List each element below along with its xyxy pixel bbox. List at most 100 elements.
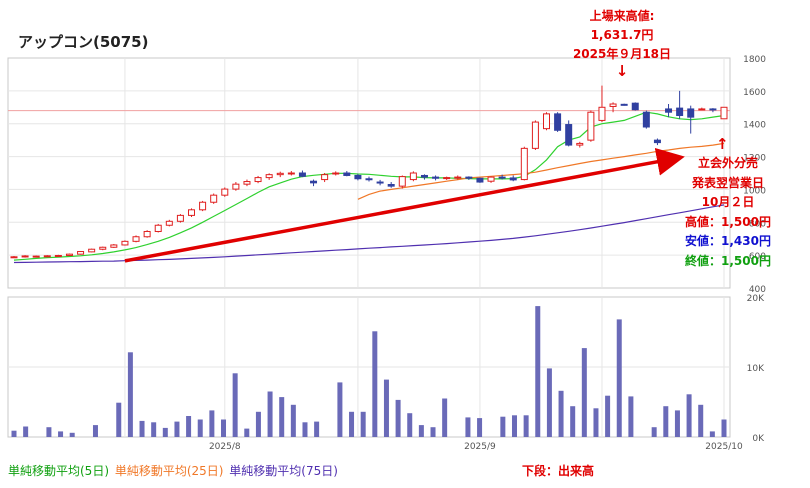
volume-bar <box>197 419 203 437</box>
candle <box>265 173 273 180</box>
candle-body <box>554 113 562 131</box>
volume-bar <box>174 421 180 437</box>
candle-body <box>642 111 650 128</box>
volume-bar <box>23 426 29 437</box>
candle-body <box>121 240 129 246</box>
candle-body <box>176 214 184 222</box>
candle <box>254 175 262 184</box>
candle <box>132 235 140 243</box>
candle <box>465 176 473 180</box>
candle <box>443 176 451 180</box>
candle-body <box>243 181 251 185</box>
volume-bar <box>11 430 17 437</box>
volume-bar <box>570 406 576 437</box>
candle-body <box>321 174 329 181</box>
volume-bar <box>349 411 355 437</box>
volume-bar <box>46 427 52 437</box>
volume-panel: 0K 10K 20K 2025/8 2025/9 2025/10 <box>7 294 765 452</box>
candle <box>653 138 661 146</box>
overlay <box>124 147 685 263</box>
earnings-line-3: 10月２日 <box>701 195 755 209</box>
legend-ma25: 単純移動平均(25日) <box>114 464 224 478</box>
candle <box>432 175 440 181</box>
candle-body <box>32 255 40 258</box>
candle <box>332 171 340 176</box>
candle-body <box>620 103 628 106</box>
volume-bar <box>651 427 657 437</box>
candle <box>598 85 606 123</box>
candle <box>665 104 673 118</box>
candle-body <box>88 248 96 253</box>
volume-bar <box>360 411 366 437</box>
candle <box>143 230 151 238</box>
candle-body <box>543 113 550 130</box>
candle <box>121 240 129 246</box>
candle-body <box>188 209 195 216</box>
earnings-line-2: 発表翌営業日 <box>691 175 764 190</box>
volume-bar <box>244 428 250 437</box>
price-tick-label: 600 <box>749 252 766 262</box>
candle <box>321 173 329 183</box>
candle-body <box>110 244 118 248</box>
candle <box>165 219 173 227</box>
volume-bar <box>442 398 448 437</box>
candle-body <box>165 220 173 226</box>
candle-body <box>365 178 373 181</box>
candle <box>420 174 428 180</box>
candle <box>620 103 628 106</box>
candle <box>221 187 229 197</box>
volume-bar <box>663 406 669 437</box>
candle-body <box>631 102 639 111</box>
price-frame <box>7 57 731 289</box>
volume-bar <box>255 411 261 437</box>
candle <box>77 251 85 255</box>
candle-body <box>376 181 384 184</box>
volume-bar <box>162 427 168 437</box>
ath-arrow: ↓ <box>615 62 629 80</box>
volume-bar <box>535 306 541 437</box>
x-tick-label: 2025/9 <box>464 442 496 452</box>
candle-body <box>465 176 473 179</box>
ath-label: 上場来高値: <box>589 9 655 23</box>
candle <box>354 173 362 181</box>
candle-body <box>487 176 495 182</box>
candle-body <box>454 176 462 179</box>
volume-bar <box>511 415 517 437</box>
high-price-label: 高値：1,500円 <box>685 214 771 229</box>
candle-body <box>432 176 440 179</box>
candle-body <box>43 255 51 258</box>
earnings-line-1: 立会外分売 <box>697 156 758 170</box>
candle-body <box>254 177 262 183</box>
candle-body <box>387 184 395 187</box>
candle <box>243 179 251 187</box>
chart-title: アップコン(5075) <box>18 33 149 51</box>
candle <box>88 248 96 253</box>
candle <box>10 255 18 259</box>
legend-ma5: 単純移動平均(5日) <box>8 464 109 478</box>
trend-arrow <box>124 147 685 263</box>
candle <box>154 223 162 233</box>
candle <box>709 108 717 113</box>
x-tick-label: 2025/8 <box>209 442 241 452</box>
candle <box>543 112 550 131</box>
volume-bar <box>430 427 436 437</box>
volume-tick-label: 0K <box>752 434 765 444</box>
price-tick-label: 1400 <box>743 121 766 131</box>
volume-bar <box>721 419 727 437</box>
candle <box>310 179 318 187</box>
candle-body <box>498 176 506 179</box>
candle <box>587 110 595 142</box>
candle <box>376 179 384 186</box>
candle-body <box>476 177 484 183</box>
candle-body <box>54 254 62 257</box>
candle-body <box>132 236 140 242</box>
candle <box>298 170 306 178</box>
volume-tick-label: 10K <box>747 364 765 374</box>
candle <box>565 120 573 147</box>
volume-bar <box>628 396 634 437</box>
candle <box>687 105 695 134</box>
volume-bar <box>279 397 285 437</box>
candle <box>21 255 29 258</box>
candle-body <box>199 201 207 211</box>
